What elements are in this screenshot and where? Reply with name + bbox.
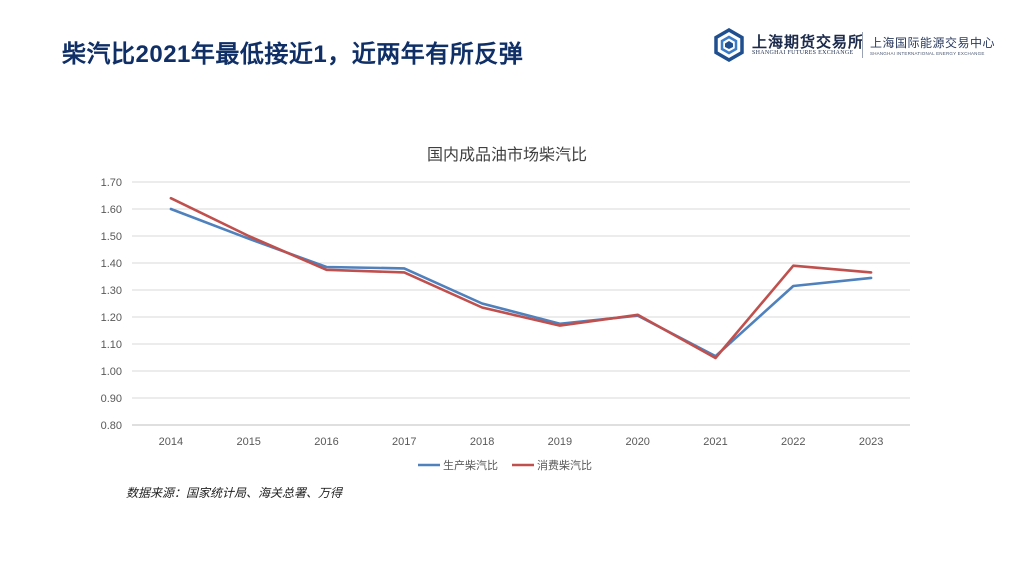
y-tick-label: 1.40 [101,258,122,270]
logo: 上海期货交易所 SHANGHAI FUTURES EXCHANGE 上海国际能源… [712,28,1012,62]
x-tick-label: 2017 [392,436,416,448]
y-tick-label: 1.00 [101,366,122,378]
y-tick-label: 1.10 [101,339,122,351]
y-tick-label: 0.80 [101,420,122,432]
y-tick-label: 1.20 [101,312,122,324]
x-tick-label: 2020 [625,436,649,448]
x-tick-label: 2022 [781,436,805,448]
y-axis-ticks: 0.80 0.90 1.00 1.10 1.20 1.30 1.40 1.50 1.60 1.70 [101,177,122,432]
x-tick-label: 2014 [159,436,183,448]
x-tick-label: 2015 [236,436,260,448]
x-tick-label: 2019 [548,436,572,448]
exchange-logo-icon [714,28,744,62]
chart-legend: 生产柴汽比 消费柴汽比 [418,458,592,472]
x-tick-label: 2016 [314,436,338,448]
chart-title: 国内成品油市场柴汽比 [427,146,587,164]
chart-series [169,196,873,360]
legend-item: 生产柴汽比 [418,458,498,472]
y-tick-label: 1.30 [101,285,122,297]
x-tick-label: 2023 [859,436,883,448]
y-tick-label: 0.90 [101,393,122,405]
source-note: 数据来源：国家统计局、海关总署、万得 [126,486,343,500]
legend-item: 消费柴汽比 [512,458,592,472]
logo-name-en: SHANGHAI FUTURES EXCHANGE [752,50,854,56]
y-tick-label: 1.70 [101,177,122,189]
y-tick-label: 1.50 [101,231,122,243]
slide-title: 柴汽比2021年最低接近1，近两年有所反弹 [62,41,524,68]
logo-name-cn: 上海期货交易所 [752,33,865,51]
logo-sub-cn: 上海国际能源交易中心 [870,36,996,50]
series-line-production [169,207,873,358]
legend-label: 生产柴汽比 [443,458,498,472]
chart-grid [132,181,910,426]
x-tick-label: 2021 [703,436,727,448]
x-axis-ticks: 2014 2015 2016 2017 2018 2019 2020 2021 2022 2023 [159,436,884,448]
series-line-consumption [169,196,873,360]
logo-divider [862,32,863,58]
legend-label: 消费柴汽比 [537,458,592,472]
y-tick-label: 1.60 [101,204,122,216]
x-tick-label: 2018 [470,436,494,448]
logo-sub-en: SHANGHAI INTERNATIONAL ENERGY EXCHANGE [870,51,985,56]
